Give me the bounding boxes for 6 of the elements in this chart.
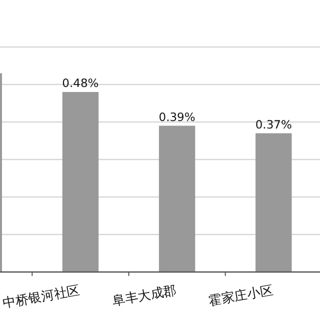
x-tick-label: 中桥银河社区 xyxy=(2,283,82,312)
data-label: 0.39% xyxy=(158,110,196,124)
x-tick-label: 霍家庄小区 xyxy=(208,282,274,310)
data-label: 0.37% xyxy=(255,117,292,132)
x-tick-label: 阜丰大成郡 xyxy=(111,283,178,310)
data-label: 0.48% xyxy=(62,76,99,90)
